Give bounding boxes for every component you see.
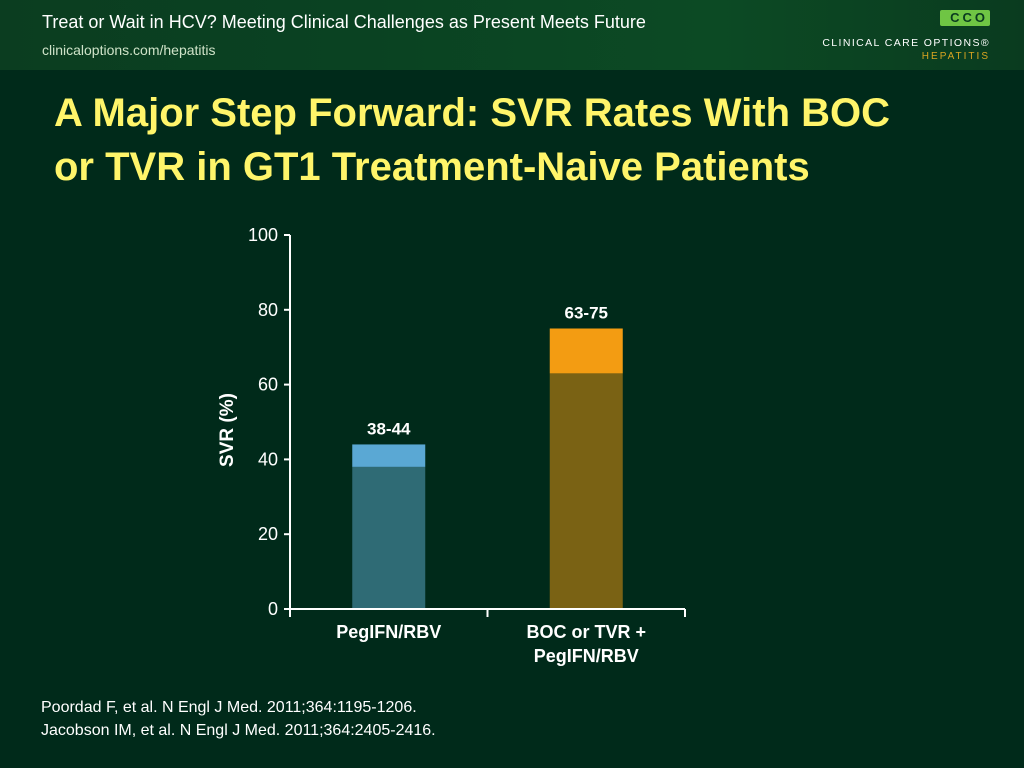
cco-badge-text: CCO (950, 10, 988, 25)
brand-name: CLINICAL CARE OPTIONS® (822, 37, 990, 49)
y-tick-label-80: 80 (258, 300, 278, 320)
y-tick-label-100: 100 (248, 225, 278, 245)
y-tick-label-0: 0 (268, 599, 278, 619)
reference-1: Poordad F, et al. N Engl J Med. 2011;364… (41, 699, 417, 716)
y-tick-label-60: 60 (258, 375, 278, 395)
data-label-1: 38-44 (367, 419, 411, 438)
slide-title-line-1: A Major Step Forward: SVR Rates With BOC (54, 91, 891, 135)
bar-high-1 (352, 444, 426, 467)
presentation-title: Treat or Wait in HCV? Meeting Clinical C… (42, 12, 646, 32)
bar-low-2 (549, 373, 623, 609)
website-url[interactable]: clinicaloptions.com/hepatitis (42, 42, 216, 58)
category-label-1-line-1: PegIFN/RBV (336, 622, 441, 642)
data-label-2: 63-75 (565, 304, 608, 323)
category-label-2-line-1: BOC or TVR + (526, 622, 646, 642)
y-tick-label-40: 40 (258, 449, 278, 469)
references: Poordad F, et al. N Engl J Med. 2011;364… (41, 696, 436, 742)
y-tick-label-20: 20 (258, 524, 278, 544)
slide-title-line-2: or TVR in GT1 Treatment-Naive Patients (54, 145, 810, 189)
clinical-care-options-logo: CCO CLINICAL CARE OPTIONS® HEPATITIS (822, 10, 992, 65)
header-bar: Treat or Wait in HCV? Meeting Clinical C… (0, 0, 1024, 70)
y-axis-label: SVR (%) (217, 393, 238, 467)
category-label-2-line-2: PegIFN/RBV (534, 646, 639, 666)
bar-high-2 (549, 328, 623, 374)
cco-badge-icon (940, 10, 990, 26)
slide-title: A Major Step Forward: SVR Rates With BOC… (54, 86, 1014, 194)
bar-low-1 (352, 466, 426, 609)
reference-2: Jacobson IM, et al. N Engl J Med. 2011;3… (41, 722, 436, 739)
brand-subtitle: HEPATITIS (921, 51, 990, 62)
